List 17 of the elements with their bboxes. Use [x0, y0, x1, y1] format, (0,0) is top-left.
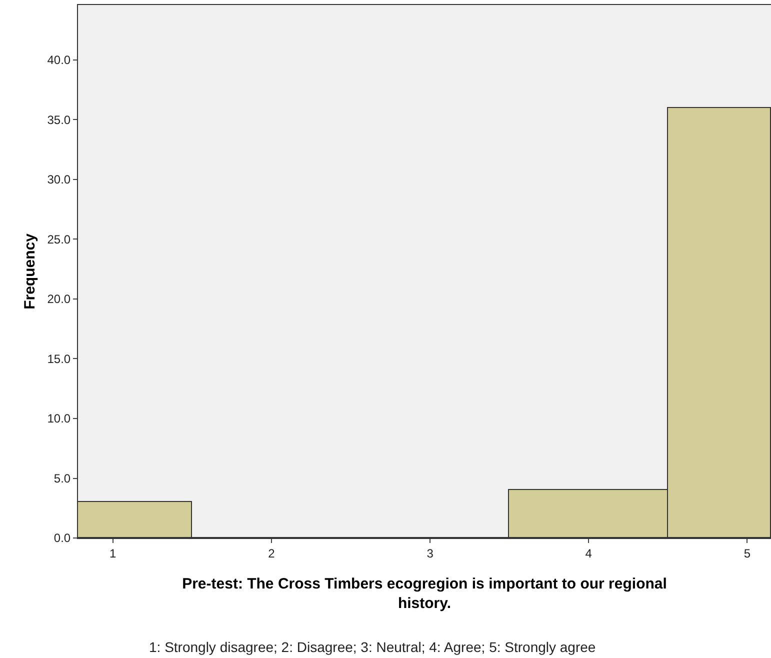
- x-tick-label: 1: [110, 546, 117, 560]
- y-tick-label: 5.0: [54, 471, 71, 486]
- y-tick-label: 35.0: [47, 112, 71, 127]
- y-tick-label: 10.0: [47, 412, 71, 426]
- x-tick-label: 5: [744, 546, 751, 560]
- x-tick-label: 4: [585, 546, 592, 560]
- y-tick-label: 25.0: [47, 232, 71, 246]
- x-tick-label: 2: [268, 546, 276, 560]
- y-tick-label: 0.0: [54, 531, 71, 546]
- y-tick-label: 30.0: [47, 172, 71, 187]
- x-tick-label: 3: [426, 546, 434, 560]
- y-tick-label: 15.0: [47, 352, 71, 366]
- text: 1: Strongly disagree; 2: Disagree; 3: Neutral; 4: Agree; 5: Strongly agree: [149, 639, 596, 655]
- x-axis-title: Pre-test: The Cross Timbers ecogregion is important to our regional history.: [182, 575, 667, 612]
- y-tick-label: 20.0: [47, 292, 71, 306]
- y-axis-title: Frequency: [21, 232, 38, 310]
- y-tick-label: 40.0: [47, 53, 71, 68]
